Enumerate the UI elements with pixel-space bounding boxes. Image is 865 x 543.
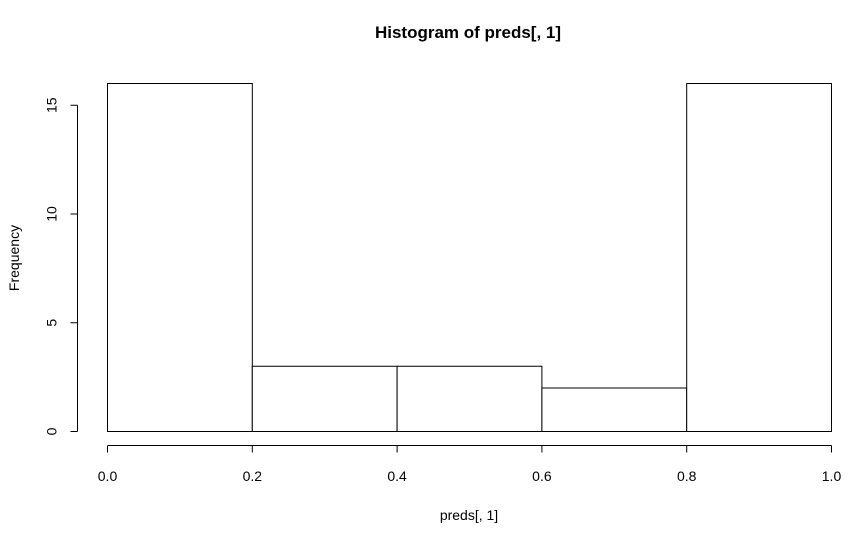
x-tick-label: 0.2 (243, 468, 263, 484)
x-tick-label: 0.6 (532, 468, 552, 484)
histogram-bar-0 (107, 83, 253, 432)
histogram-bar-2 (396, 365, 543, 432)
chart-title: Histogram of preds[, 1] (375, 23, 561, 42)
x-tick-label: 0.0 (98, 468, 118, 484)
y-axis-label: Frequency (6, 225, 22, 291)
y-tick-label: 0 (44, 427, 60, 435)
y-axis: 0 5 10 15 (44, 97, 78, 435)
x-tick-label: 1.0 (822, 468, 842, 484)
histogram-bar-1 (251, 365, 398, 432)
x-axis: 0.0 0.2 0.4 0.6 0.8 1.0 (98, 445, 842, 484)
histogram-bar-3 (541, 387, 688, 432)
y-tick-label: 10 (44, 206, 60, 222)
x-axis-label: preds[, 1] (440, 507, 498, 523)
x-tick-label: 0.4 (387, 468, 407, 484)
x-tick-label: 0.8 (677, 468, 697, 484)
y-tick-label: 5 (44, 319, 60, 327)
y-tick-label: 15 (44, 97, 60, 113)
histogram-bar-4 (686, 83, 833, 432)
bars-group (107, 83, 833, 432)
